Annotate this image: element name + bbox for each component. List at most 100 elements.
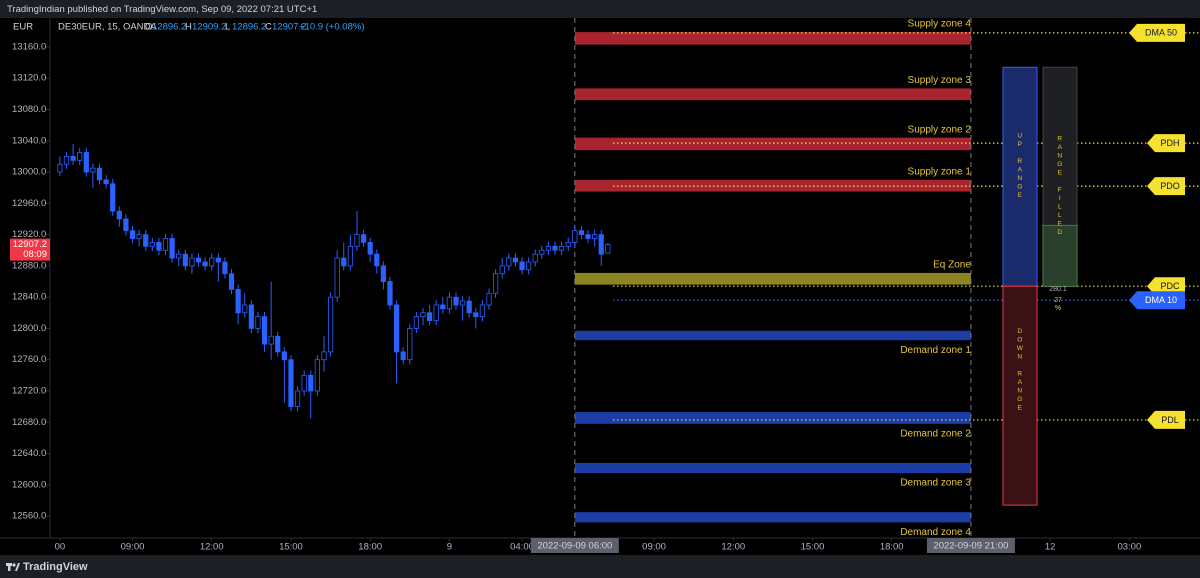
y-tick-label: 12680.0 (12, 417, 46, 428)
candle-body (103, 179, 109, 185)
candle-body (526, 261, 532, 271)
x-tick-label: 04:00 (510, 542, 534, 553)
legend-value: 12909.2 (192, 22, 226, 33)
candle-body (433, 304, 439, 322)
y-tick-label: 12960.0 (12, 198, 46, 209)
candle-body (182, 253, 188, 267)
candle-body (407, 328, 413, 361)
candle-body (123, 218, 129, 232)
candle-body (499, 265, 505, 275)
candle-body (110, 183, 116, 212)
x-tick-label: 12 (1045, 542, 1056, 553)
range-label: DOWN RANGE (1015, 328, 1023, 413)
candle-body (149, 242, 155, 247)
candle-body (578, 230, 585, 236)
y-tick-label: 12800.0 (12, 323, 46, 334)
range-box (1002, 285, 1038, 506)
change: +10.9 (+0.08%) (299, 22, 365, 33)
candle-body (83, 152, 89, 173)
candle-body (347, 245, 353, 267)
zone-label: Demand zone 2 (900, 428, 971, 439)
candle-body (96, 167, 103, 181)
legend-value: 12907.2 (272, 22, 306, 33)
x-tick-label: 12:00 (200, 542, 224, 553)
level-tag (1147, 410, 1185, 429)
zone (574, 330, 971, 341)
candle-body (506, 257, 512, 267)
candle-body (512, 257, 519, 263)
zone (574, 272, 971, 285)
zone (574, 88, 971, 101)
y-tick-label: 12720.0 (12, 386, 46, 397)
crosshair-label-box (926, 538, 1015, 553)
candle-body (585, 234, 591, 239)
candle-body (592, 234, 598, 239)
range-percent: 27 (1054, 297, 1062, 304)
candle-body (426, 312, 433, 322)
candle-body (565, 242, 571, 247)
top-bar (0, 0, 1200, 18)
zone-label: Demand zone 3 (900, 478, 971, 489)
candle-body (156, 242, 162, 251)
range-box (1002, 66, 1038, 287)
candle-body (228, 273, 235, 290)
candle-body (453, 296, 459, 306)
zone (574, 137, 971, 151)
y-tick-label: 13080.0 (12, 104, 46, 115)
candle-body (341, 257, 347, 267)
candle-body (288, 359, 294, 408)
level-tag-label: PDL (1161, 415, 1179, 425)
candle-body (545, 245, 552, 251)
candle-body (493, 273, 499, 294)
candle-body (275, 335, 281, 353)
candle-body (248, 304, 254, 329)
range-filled-part (1042, 224, 1078, 287)
crosshair-label: 2022-09-09 21:00 (933, 541, 1008, 552)
crosshair-label: 2022-09-09 06:00 (537, 541, 612, 552)
candle-body (301, 374, 307, 392)
candle-body (189, 257, 195, 267)
level-tag (1147, 277, 1185, 296)
candle-body (202, 261, 208, 267)
y-tick-label: 13120.0 (12, 73, 46, 84)
candle-body (605, 244, 611, 254)
level-tag-label: PDH (1160, 138, 1179, 148)
legend-key: O (145, 22, 152, 33)
level-tag (1129, 291, 1185, 310)
currency: EUR (13, 22, 33, 33)
y-tick-label: 12920.0 (12, 229, 46, 240)
candle-body (77, 152, 83, 161)
candle-body (215, 257, 221, 263)
range-label: RANGE FILLED (1056, 136, 1063, 238)
candle-body (374, 253, 380, 267)
candle-body (460, 300, 466, 306)
zone-label: Eq Zone (933, 260, 971, 271)
footer-brand: TradingView (23, 561, 88, 573)
legend-key: H (185, 22, 192, 33)
candle-body (532, 253, 538, 263)
last-price-box (10, 238, 50, 261)
candle-body (281, 351, 287, 361)
candle-body (63, 156, 70, 165)
x-tick-label: 09:00 (121, 542, 145, 553)
candle-body (327, 296, 334, 353)
candle-body (169, 238, 175, 259)
candle-body (261, 316, 268, 345)
candle-body (268, 335, 274, 345)
candle-body (162, 238, 169, 251)
y-tick-label: 13040.0 (12, 135, 46, 146)
plot-area: Supply zone 4 Supply zone 3 Supply zone 2 S… (57, 18, 1200, 538)
legend-key: L (225, 22, 230, 33)
zone-label: Supply zone 3 (908, 75, 972, 86)
candle-body (486, 292, 492, 306)
candle-body (242, 304, 248, 314)
zone-label: Demand zone 1 (900, 345, 971, 356)
candle-body (195, 257, 202, 263)
legend-value: 12896.2 (232, 22, 266, 33)
x-tick-label: 18:00 (358, 542, 382, 553)
level-tag (1147, 134, 1185, 153)
candle-body (413, 316, 419, 329)
candle-body (539, 249, 545, 255)
candle-body (143, 234, 149, 247)
